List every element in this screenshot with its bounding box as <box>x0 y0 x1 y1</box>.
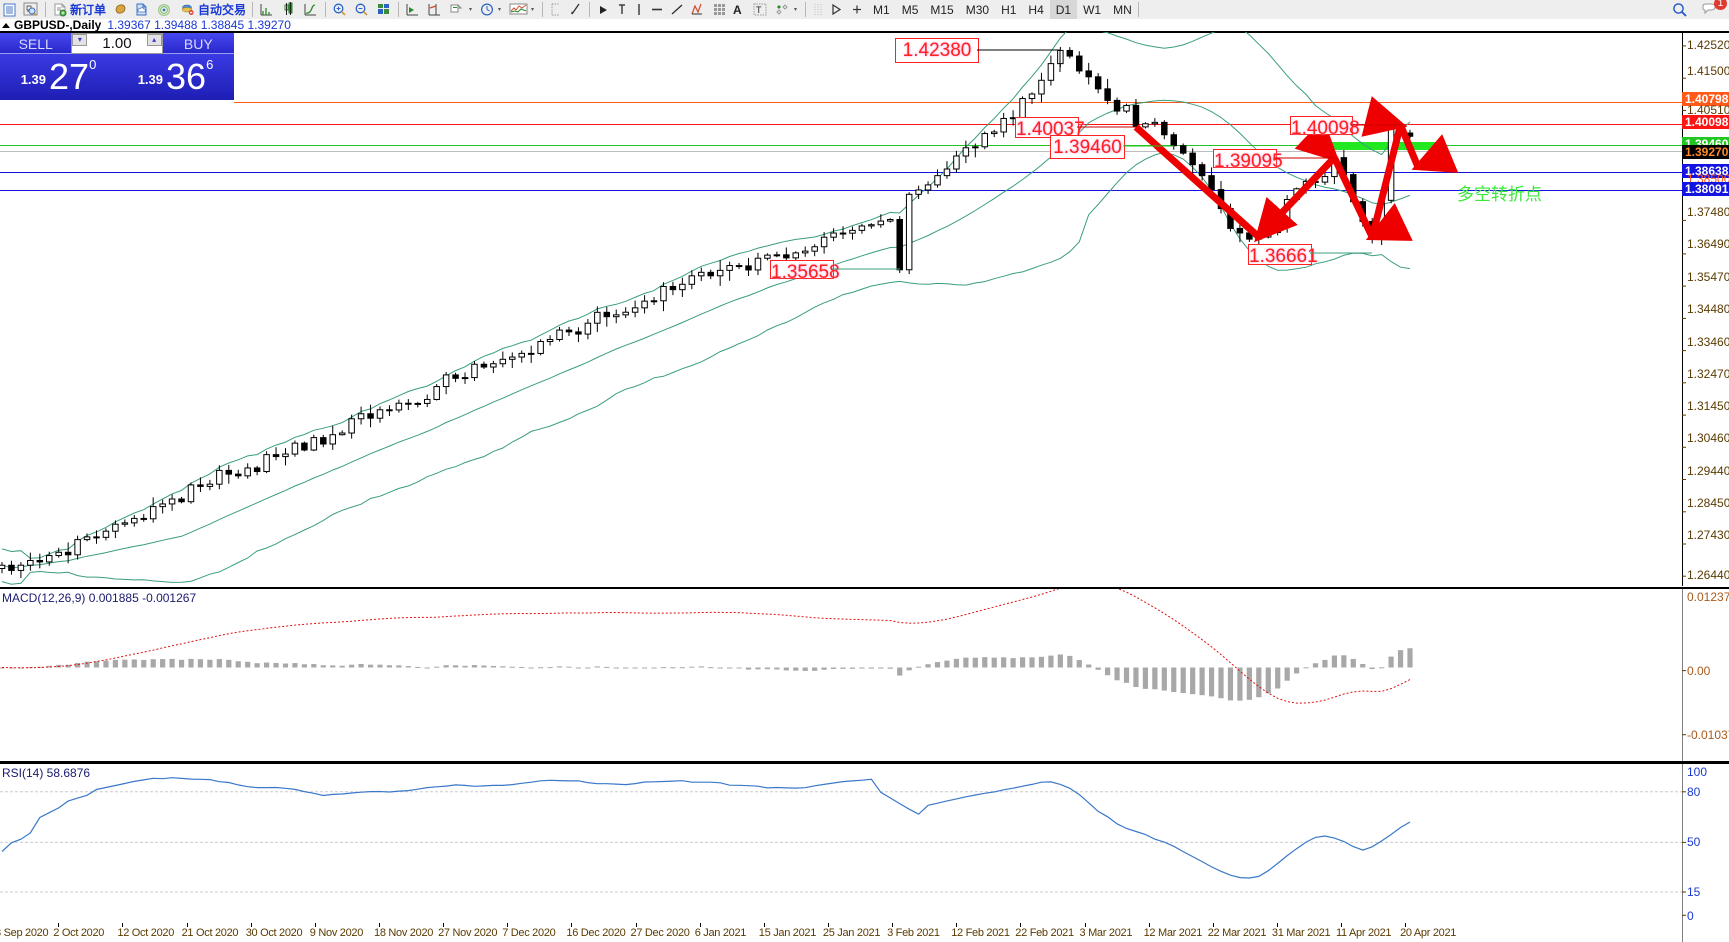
svg-text:T: T <box>756 5 762 15</box>
svg-text:A: A <box>733 3 742 17</box>
